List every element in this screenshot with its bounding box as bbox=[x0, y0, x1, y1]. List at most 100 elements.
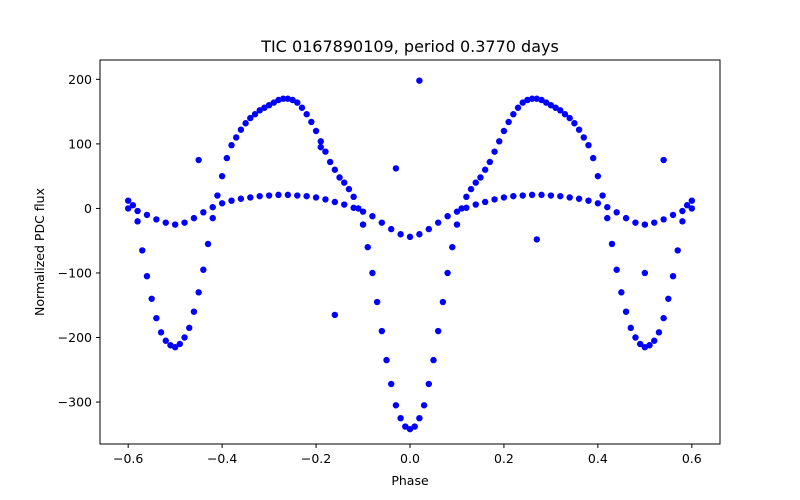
y-axis-ticks: 200 100 0 −100 −200 −300 bbox=[58, 72, 100, 410]
data-point bbox=[134, 207, 141, 215]
data-point bbox=[622, 308, 630, 315]
data-point bbox=[186, 324, 193, 332]
data-point bbox=[355, 205, 362, 212]
data-point bbox=[585, 141, 592, 149]
data-point bbox=[552, 104, 559, 111]
data-point bbox=[500, 127, 508, 135]
x-tick-label: 0.2 bbox=[494, 451, 514, 466]
data-point bbox=[434, 327, 442, 335]
data-point bbox=[251, 111, 259, 118]
data-point bbox=[383, 356, 390, 364]
data-point bbox=[359, 221, 367, 228]
data-point bbox=[388, 380, 395, 388]
data-point bbox=[322, 196, 329, 203]
data-point bbox=[618, 289, 625, 296]
data-point bbox=[331, 166, 339, 173]
data-point bbox=[406, 233, 414, 241]
data-point bbox=[510, 192, 517, 200]
data-point bbox=[359, 208, 367, 215]
data-point bbox=[228, 141, 235, 149]
data-point bbox=[129, 202, 137, 209]
data-point bbox=[416, 77, 423, 84]
data-point bbox=[350, 193, 357, 201]
data-point bbox=[519, 99, 526, 106]
data-point bbox=[481, 198, 489, 206]
data-point bbox=[641, 221, 649, 228]
y-tick-label: −300 bbox=[58, 395, 92, 410]
data-point bbox=[434, 219, 442, 226]
data-point bbox=[425, 380, 432, 388]
data-point bbox=[679, 207, 686, 215]
data-point bbox=[341, 201, 348, 208]
data-point bbox=[599, 192, 606, 199]
data-point bbox=[463, 204, 470, 211]
data-point bbox=[331, 311, 339, 319]
data-point bbox=[223, 154, 231, 162]
data-point bbox=[561, 111, 569, 118]
data-point bbox=[256, 107, 263, 114]
data-point bbox=[472, 201, 479, 208]
data-point bbox=[237, 126, 245, 133]
data-point bbox=[284, 191, 292, 199]
y-tick-label: −200 bbox=[58, 330, 92, 345]
data-point bbox=[439, 298, 447, 306]
data-point bbox=[679, 218, 686, 225]
data-point bbox=[256, 192, 263, 200]
data-point bbox=[683, 202, 691, 209]
data-point bbox=[190, 214, 198, 222]
data-point bbox=[669, 273, 677, 280]
data-point bbox=[247, 114, 254, 122]
data-point bbox=[453, 208, 461, 215]
data-point bbox=[294, 192, 301, 199]
data-point bbox=[312, 194, 320, 201]
data-point bbox=[181, 219, 188, 226]
data-point bbox=[472, 179, 479, 186]
data-point bbox=[157, 329, 165, 336]
data-point bbox=[604, 203, 611, 211]
data-point bbox=[416, 231, 423, 238]
data-point bbox=[392, 402, 400, 409]
data-point bbox=[580, 134, 587, 141]
data-point bbox=[528, 95, 536, 102]
data-point bbox=[420, 402, 428, 409]
data-point bbox=[477, 174, 484, 181]
data-point bbox=[444, 269, 451, 277]
data-point bbox=[491, 196, 498, 203]
data-point bbox=[176, 340, 184, 348]
data-point bbox=[270, 99, 277, 106]
chart-title: TIC 0167890109, period 0.3770 days bbox=[260, 37, 559, 56]
x-axis-ticks: −0.6 −0.4 −0.2 0.0 0.2 0.4 0.6 bbox=[113, 444, 702, 466]
data-point bbox=[646, 342, 653, 349]
data-point bbox=[458, 205, 465, 212]
data-point bbox=[636, 340, 644, 348]
data-point bbox=[373, 298, 381, 306]
data-point bbox=[604, 214, 611, 222]
data-point bbox=[317, 138, 324, 145]
x-tick-label: −0.2 bbox=[301, 451, 331, 466]
data-point bbox=[218, 172, 226, 180]
data-point bbox=[204, 240, 212, 248]
data-point bbox=[153, 216, 160, 223]
data-point bbox=[397, 414, 404, 422]
data-point bbox=[237, 195, 245, 202]
data-point bbox=[585, 197, 592, 204]
data-point bbox=[162, 337, 169, 344]
data-point bbox=[467, 185, 475, 193]
data-point bbox=[665, 295, 672, 302]
data-point bbox=[153, 314, 160, 322]
data-point bbox=[557, 192, 564, 200]
data-point bbox=[228, 197, 235, 204]
data-point bbox=[308, 118, 315, 126]
y-tick-label: 0 bbox=[84, 201, 92, 216]
data-point bbox=[481, 166, 489, 173]
data-point bbox=[613, 209, 620, 216]
data-point bbox=[411, 423, 418, 430]
data-point bbox=[200, 209, 207, 216]
data-point bbox=[533, 236, 541, 243]
data-point bbox=[500, 194, 508, 201]
data-points bbox=[124, 77, 696, 433]
data-point bbox=[505, 118, 512, 126]
data-point bbox=[233, 134, 240, 141]
data-point bbox=[388, 225, 395, 233]
data-point bbox=[608, 240, 616, 248]
